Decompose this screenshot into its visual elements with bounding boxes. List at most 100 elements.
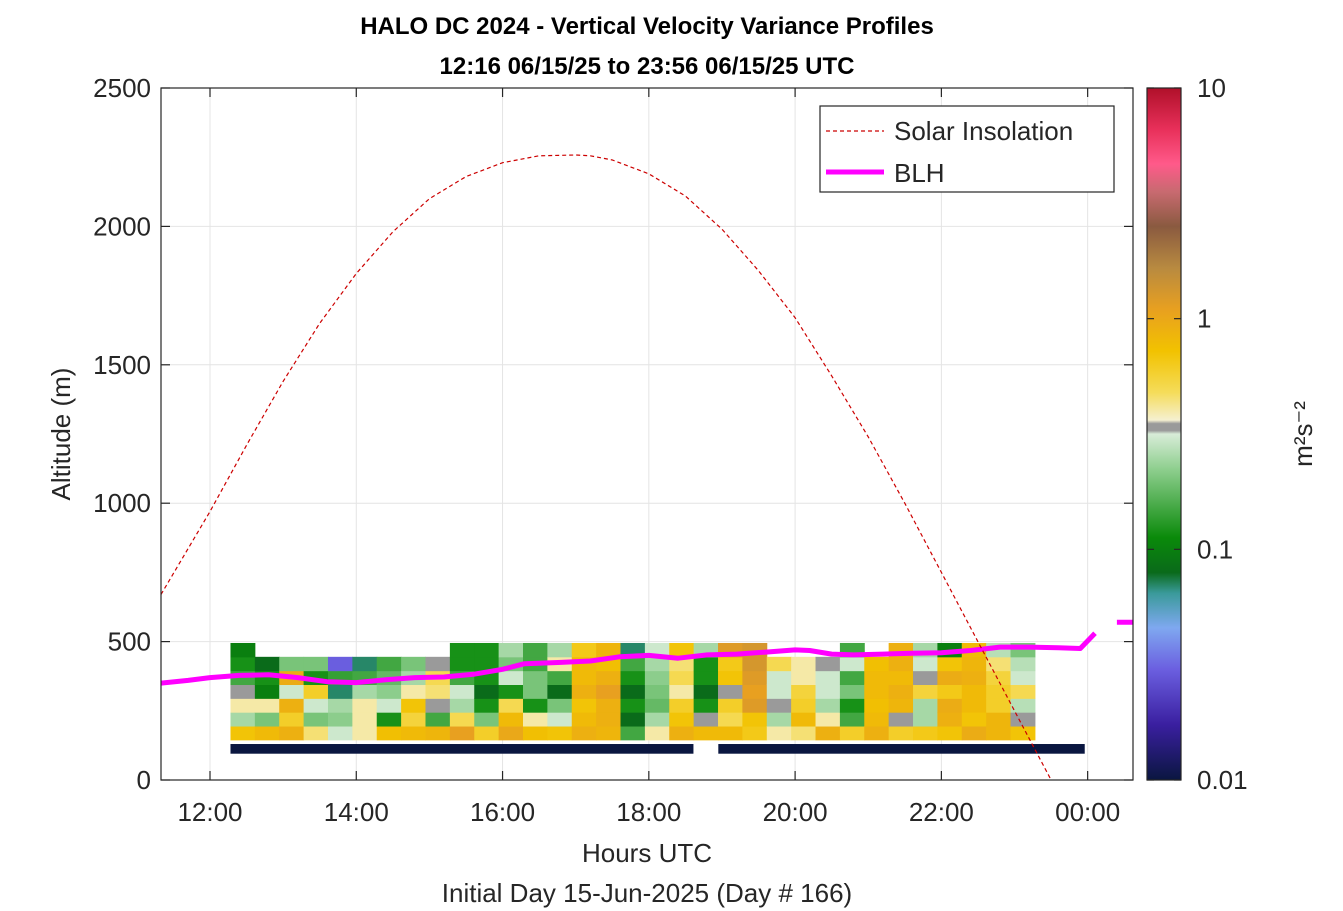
heatmap-cell	[547, 684, 573, 699]
heatmap-cell	[888, 670, 914, 686]
y-axis-label: Altitude (m)	[46, 368, 76, 501]
heatmap-cell	[791, 712, 817, 727]
heatmap-cell	[279, 656, 305, 672]
heatmap-cell	[352, 726, 378, 741]
heatmap-cell	[742, 656, 768, 672]
heatmap-cell	[766, 712, 792, 727]
heatmap-cell	[279, 712, 305, 727]
heatmap-cell	[596, 642, 622, 658]
heatmap-cell	[839, 670, 865, 686]
heatmap-cell	[815, 726, 841, 741]
x-tick-label: 20:00	[763, 797, 828, 827]
heatmap-cell	[425, 684, 451, 699]
heatmap-cell	[449, 698, 475, 713]
heatmap-cell	[474, 726, 500, 741]
y-tick-label: 2000	[93, 211, 151, 241]
heatmap-cell	[961, 670, 987, 686]
heatmap-cell	[303, 684, 329, 699]
heatmap-cell	[474, 656, 500, 672]
heatmap-cell	[913, 698, 938, 713]
heatmap-cell	[669, 698, 695, 713]
heatmap-cell	[230, 726, 256, 741]
heatmap-cell	[425, 698, 451, 713]
heatmap-cell	[352, 712, 378, 727]
heatmap-cell	[254, 712, 280, 727]
x-tick-label: 22:00	[909, 797, 974, 827]
heatmap-cell	[1010, 726, 1036, 741]
heatmap-cell	[839, 656, 865, 672]
heatmap-cell	[620, 698, 646, 713]
heatmap-cell	[498, 712, 524, 727]
heatmap-cell	[815, 670, 841, 686]
heatmap-cell	[815, 684, 841, 699]
heatmap-cell	[571, 726, 597, 741]
heatmap-cell	[425, 656, 451, 672]
heatmap-cell	[571, 698, 597, 713]
heatmap-cell	[401, 712, 426, 727]
heatmap-cell	[791, 726, 817, 741]
y-tick-label: 2500	[93, 73, 151, 103]
heatmap-cell	[718, 656, 743, 672]
heatmap-cell	[1010, 656, 1036, 672]
heatmap-cell	[1010, 698, 1036, 713]
heatmap-bottom-band	[718, 744, 1085, 754]
heatmap-cell	[571, 642, 597, 658]
legend-blh-label: BLH	[894, 158, 945, 188]
heatmap-cell	[986, 656, 1012, 672]
heatmap-cell	[864, 726, 890, 741]
heatmap-cell	[571, 712, 597, 727]
heatmap-cell	[620, 684, 646, 699]
heatmap-cell	[864, 656, 890, 672]
heatmap-cell	[279, 726, 305, 741]
heatmap-cell	[498, 642, 524, 658]
heatmap-cell	[644, 656, 670, 672]
blh-line	[161, 631, 1097, 686]
heatmap-cell	[327, 684, 353, 699]
heatmap-cell	[401, 698, 426, 713]
x-axis-ticks: 12:00 14:00 16:00 18:00 20:00 22:00 00:00	[177, 88, 1120, 827]
heatmap-cell	[474, 698, 500, 713]
heatmap-cell	[376, 712, 402, 727]
solar-insolation-line	[161, 154, 1052, 780]
heatmap-cell	[401, 656, 426, 672]
heatmap-cell	[327, 698, 353, 713]
heatmap-cell	[449, 712, 475, 727]
heatmap-cell	[547, 726, 573, 741]
legend-solar-label: Solar Insolation	[894, 116, 1073, 146]
heatmap-cell	[839, 726, 865, 741]
heatmap-cell	[449, 642, 475, 658]
heatmap-cell	[254, 684, 280, 699]
heatmap-cell	[839, 712, 865, 727]
heatmap-cell	[986, 670, 1012, 686]
heatmap-cell	[986, 726, 1012, 741]
heatmap-cell	[352, 698, 378, 713]
heatmap-cell	[791, 698, 817, 713]
heatmap-cell	[376, 726, 402, 741]
heatmap-cell	[1010, 670, 1036, 686]
colorbar-ticks: 0.01 0.1 1 10	[1147, 73, 1248, 795]
heatmap-cell	[644, 684, 670, 699]
x-tick-label: 14:00	[324, 797, 389, 827]
heatmap-cell	[693, 726, 719, 741]
heatmap-cell	[230, 656, 256, 672]
heatmap-cell	[230, 712, 256, 727]
heatmap-cell	[937, 726, 963, 741]
heatmap-cell	[864, 670, 890, 686]
heatmap-cell	[644, 670, 670, 686]
heatmap-cell	[498, 670, 524, 686]
heatmap-cell	[742, 712, 768, 727]
heatmap-cell	[425, 712, 451, 727]
heatmap-cell	[815, 712, 841, 727]
colorbar-tick-label: 1	[1197, 304, 1211, 334]
heatmap-cell	[766, 670, 792, 686]
plot-frame	[160, 87, 1134, 781]
heatmap-cell	[937, 698, 963, 713]
heatmap-cell	[766, 698, 792, 713]
heatmap-cell	[864, 684, 890, 699]
heatmap-cell	[937, 712, 963, 727]
heatmap-cell	[303, 698, 329, 713]
heatmap-cell	[547, 670, 573, 686]
heatmap-cell	[1010, 712, 1036, 727]
x-axis-sublabel: Initial Day 15-Jun-2025 (Day # 166)	[442, 878, 852, 908]
y-tick-label: 0	[137, 765, 151, 795]
